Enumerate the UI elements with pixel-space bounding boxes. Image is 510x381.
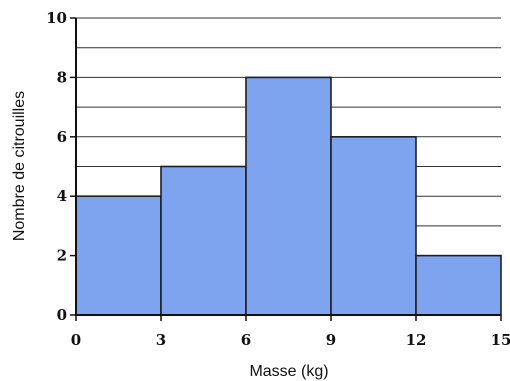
y-tick-label-2: 2: [57, 247, 67, 265]
bar-3-6: [160, 165, 247, 316]
x-tick-label-15: 15: [491, 331, 510, 349]
y-tick-label-4: 4: [57, 187, 67, 205]
x-tick-label-3: 3: [156, 331, 166, 349]
y-tick-label-8: 8: [57, 68, 67, 86]
bar-0-3: [75, 195, 162, 316]
bar-6-9: [245, 76, 332, 316]
tick-labels: 0 2 4 6 8 10 0 3 6 9 12 15: [46, 9, 510, 349]
axes: [70, 17, 502, 321]
x-tick-label-9: 9: [326, 331, 336, 349]
y-tick-label-0: 0: [57, 306, 67, 324]
bar-9-12: [330, 136, 417, 316]
y-axis-title: Nombre de citrouilles: [11, 91, 28, 241]
y-tick-label-6: 6: [57, 128, 67, 146]
x-tick-label-12: 12: [406, 331, 427, 349]
bar-12-15: [415, 254, 502, 316]
x-tick-label-6: 6: [241, 331, 251, 349]
x-tick-label-0: 0: [71, 331, 81, 349]
y-tick-label-10: 10: [46, 9, 67, 27]
x-axis-title: Masse (kg): [249, 363, 328, 380]
